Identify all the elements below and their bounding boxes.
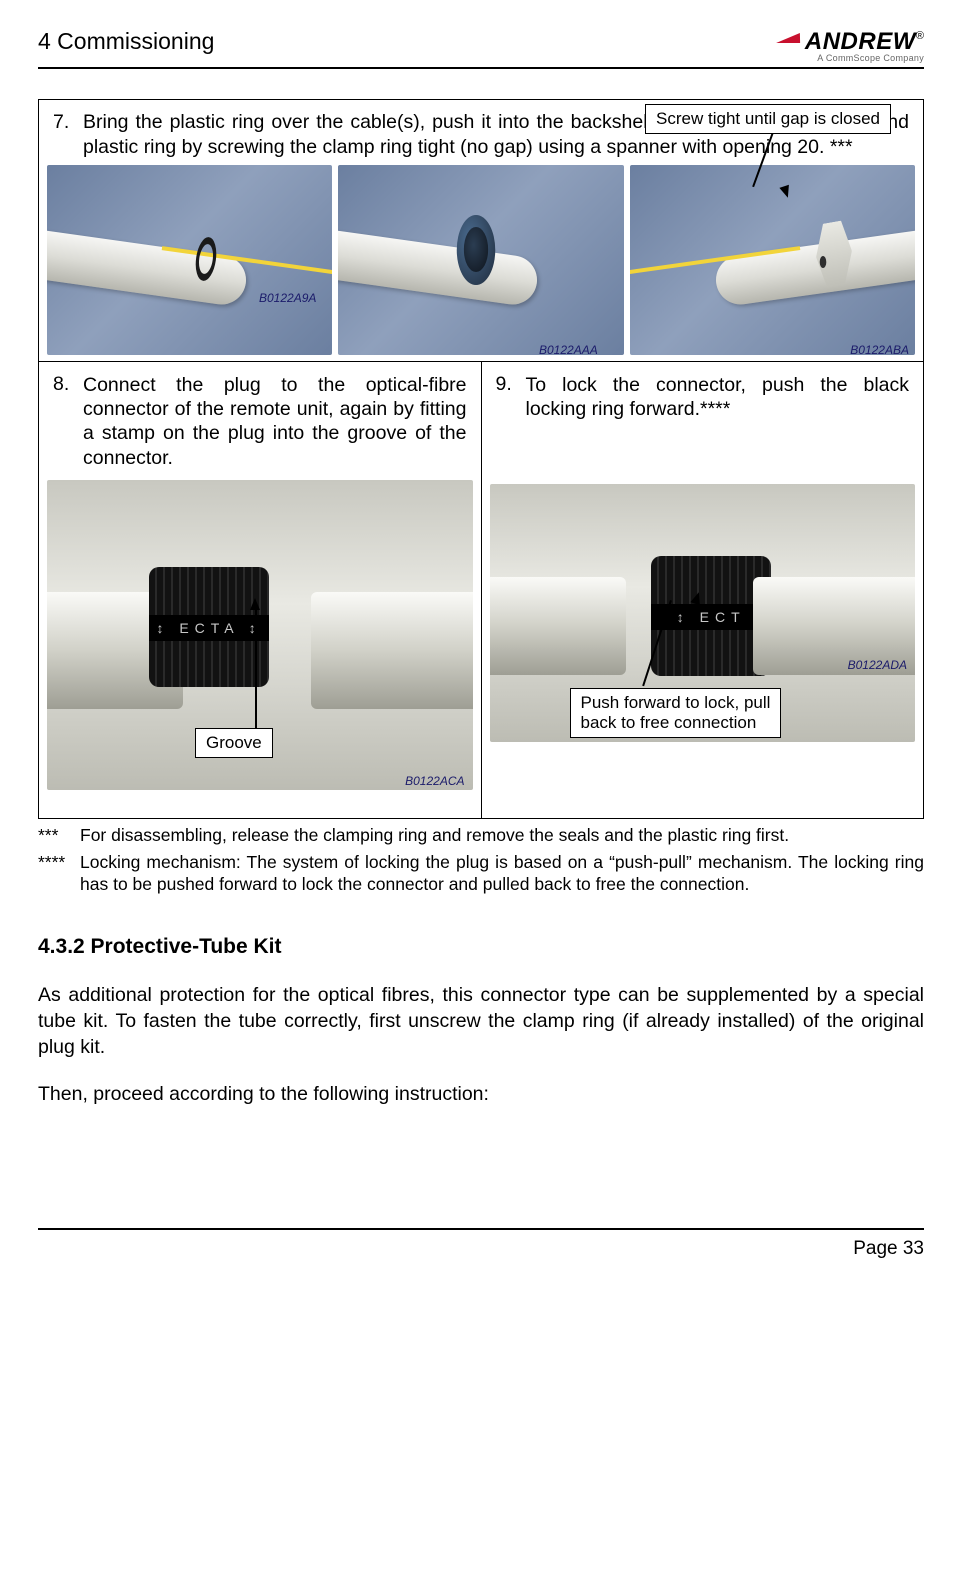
step-7-cell: 7. Bring the plastic ring over the cable… — [39, 100, 923, 361]
figure-id: B0122ABA — [848, 343, 911, 357]
step-9-number: 9. — [496, 372, 524, 396]
step-8-body: Connect the plug to the optical-fibre co… — [83, 373, 467, 471]
figure-id: B0122ADA — [846, 658, 909, 672]
section-paragraph-2: Then, proceed according to the following… — [38, 1082, 924, 1108]
registered-mark-icon: ® — [916, 30, 924, 42]
callout-push-forward: Push forward to lock, pull back to free … — [570, 688, 782, 738]
page: 4 Commissioning ANDREW ® A CommScope Com… — [0, 0, 962, 1280]
figure-id: B0122A9A — [257, 291, 318, 305]
figure-id: B0122AAA — [537, 343, 600, 357]
chapter-title: 4 Commissioning — [38, 28, 214, 55]
ecta-label: ↕ ECTA ↕ — [149, 615, 269, 641]
brand-logo: ANDREW ® A CommScope Company — [779, 28, 924, 63]
footnotes: *** For disassembling, release the clamp… — [38, 825, 924, 895]
page-footer: Page 33 — [38, 1228, 924, 1260]
footnote-3star: *** For disassembling, release the clamp… — [38, 825, 924, 846]
step-7-number: 7. — [53, 110, 81, 134]
step-8-text: 8. Connect the plug to the optical-fibre… — [39, 362, 481, 476]
footnote-mark: *** — [38, 825, 80, 846]
photo-ring-over-cable — [47, 165, 332, 355]
callout-screw-tight: Screw tight until gap is closed — [645, 104, 891, 134]
callout-groove: Groove — [195, 728, 273, 758]
page-header: 4 Commissioning ANDREW ® A CommScope Com… — [38, 28, 924, 69]
step-9-cell: 9. To lock the connector, push the black… — [482, 362, 924, 742]
footnote-4star: **** Locking mechanism: The system of lo… — [38, 852, 924, 895]
logo-subtitle: A CommScope Company — [779, 53, 924, 63]
footnote-text: For disassembling, release the clamping … — [80, 825, 789, 846]
section-paragraph-1: As additional protection for the optical… — [38, 983, 924, 1060]
step-8-cell: 8. Connect the plug to the optical-fibre… — [39, 362, 481, 790]
photo-clamp-tight — [630, 165, 915, 355]
logo-text: ANDREW — [805, 28, 916, 56]
section-heading: 4.3.2 Protective-Tube Kit — [38, 935, 924, 959]
step-9-text: 9. To lock the connector, push the black… — [482, 362, 924, 480]
footnote-mark: **** — [38, 852, 80, 895]
arrow-head-icon — [250, 598, 260, 610]
page-number: Page 33 — [853, 1238, 924, 1259]
step-9-body: To lock the connector, push the black lo… — [526, 373, 910, 422]
step-8-number: 8. — [53, 372, 81, 396]
logo-swoosh-icon — [776, 33, 806, 43]
footnote-text: Locking mechanism: The system of locking… — [80, 852, 924, 895]
photo-seal-inserted — [338, 165, 623, 355]
arrow-line-icon — [255, 608, 257, 728]
steps-table: 7. Bring the plastic ring over the cable… — [38, 99, 924, 819]
figure-id: B0122ACA — [403, 774, 466, 788]
